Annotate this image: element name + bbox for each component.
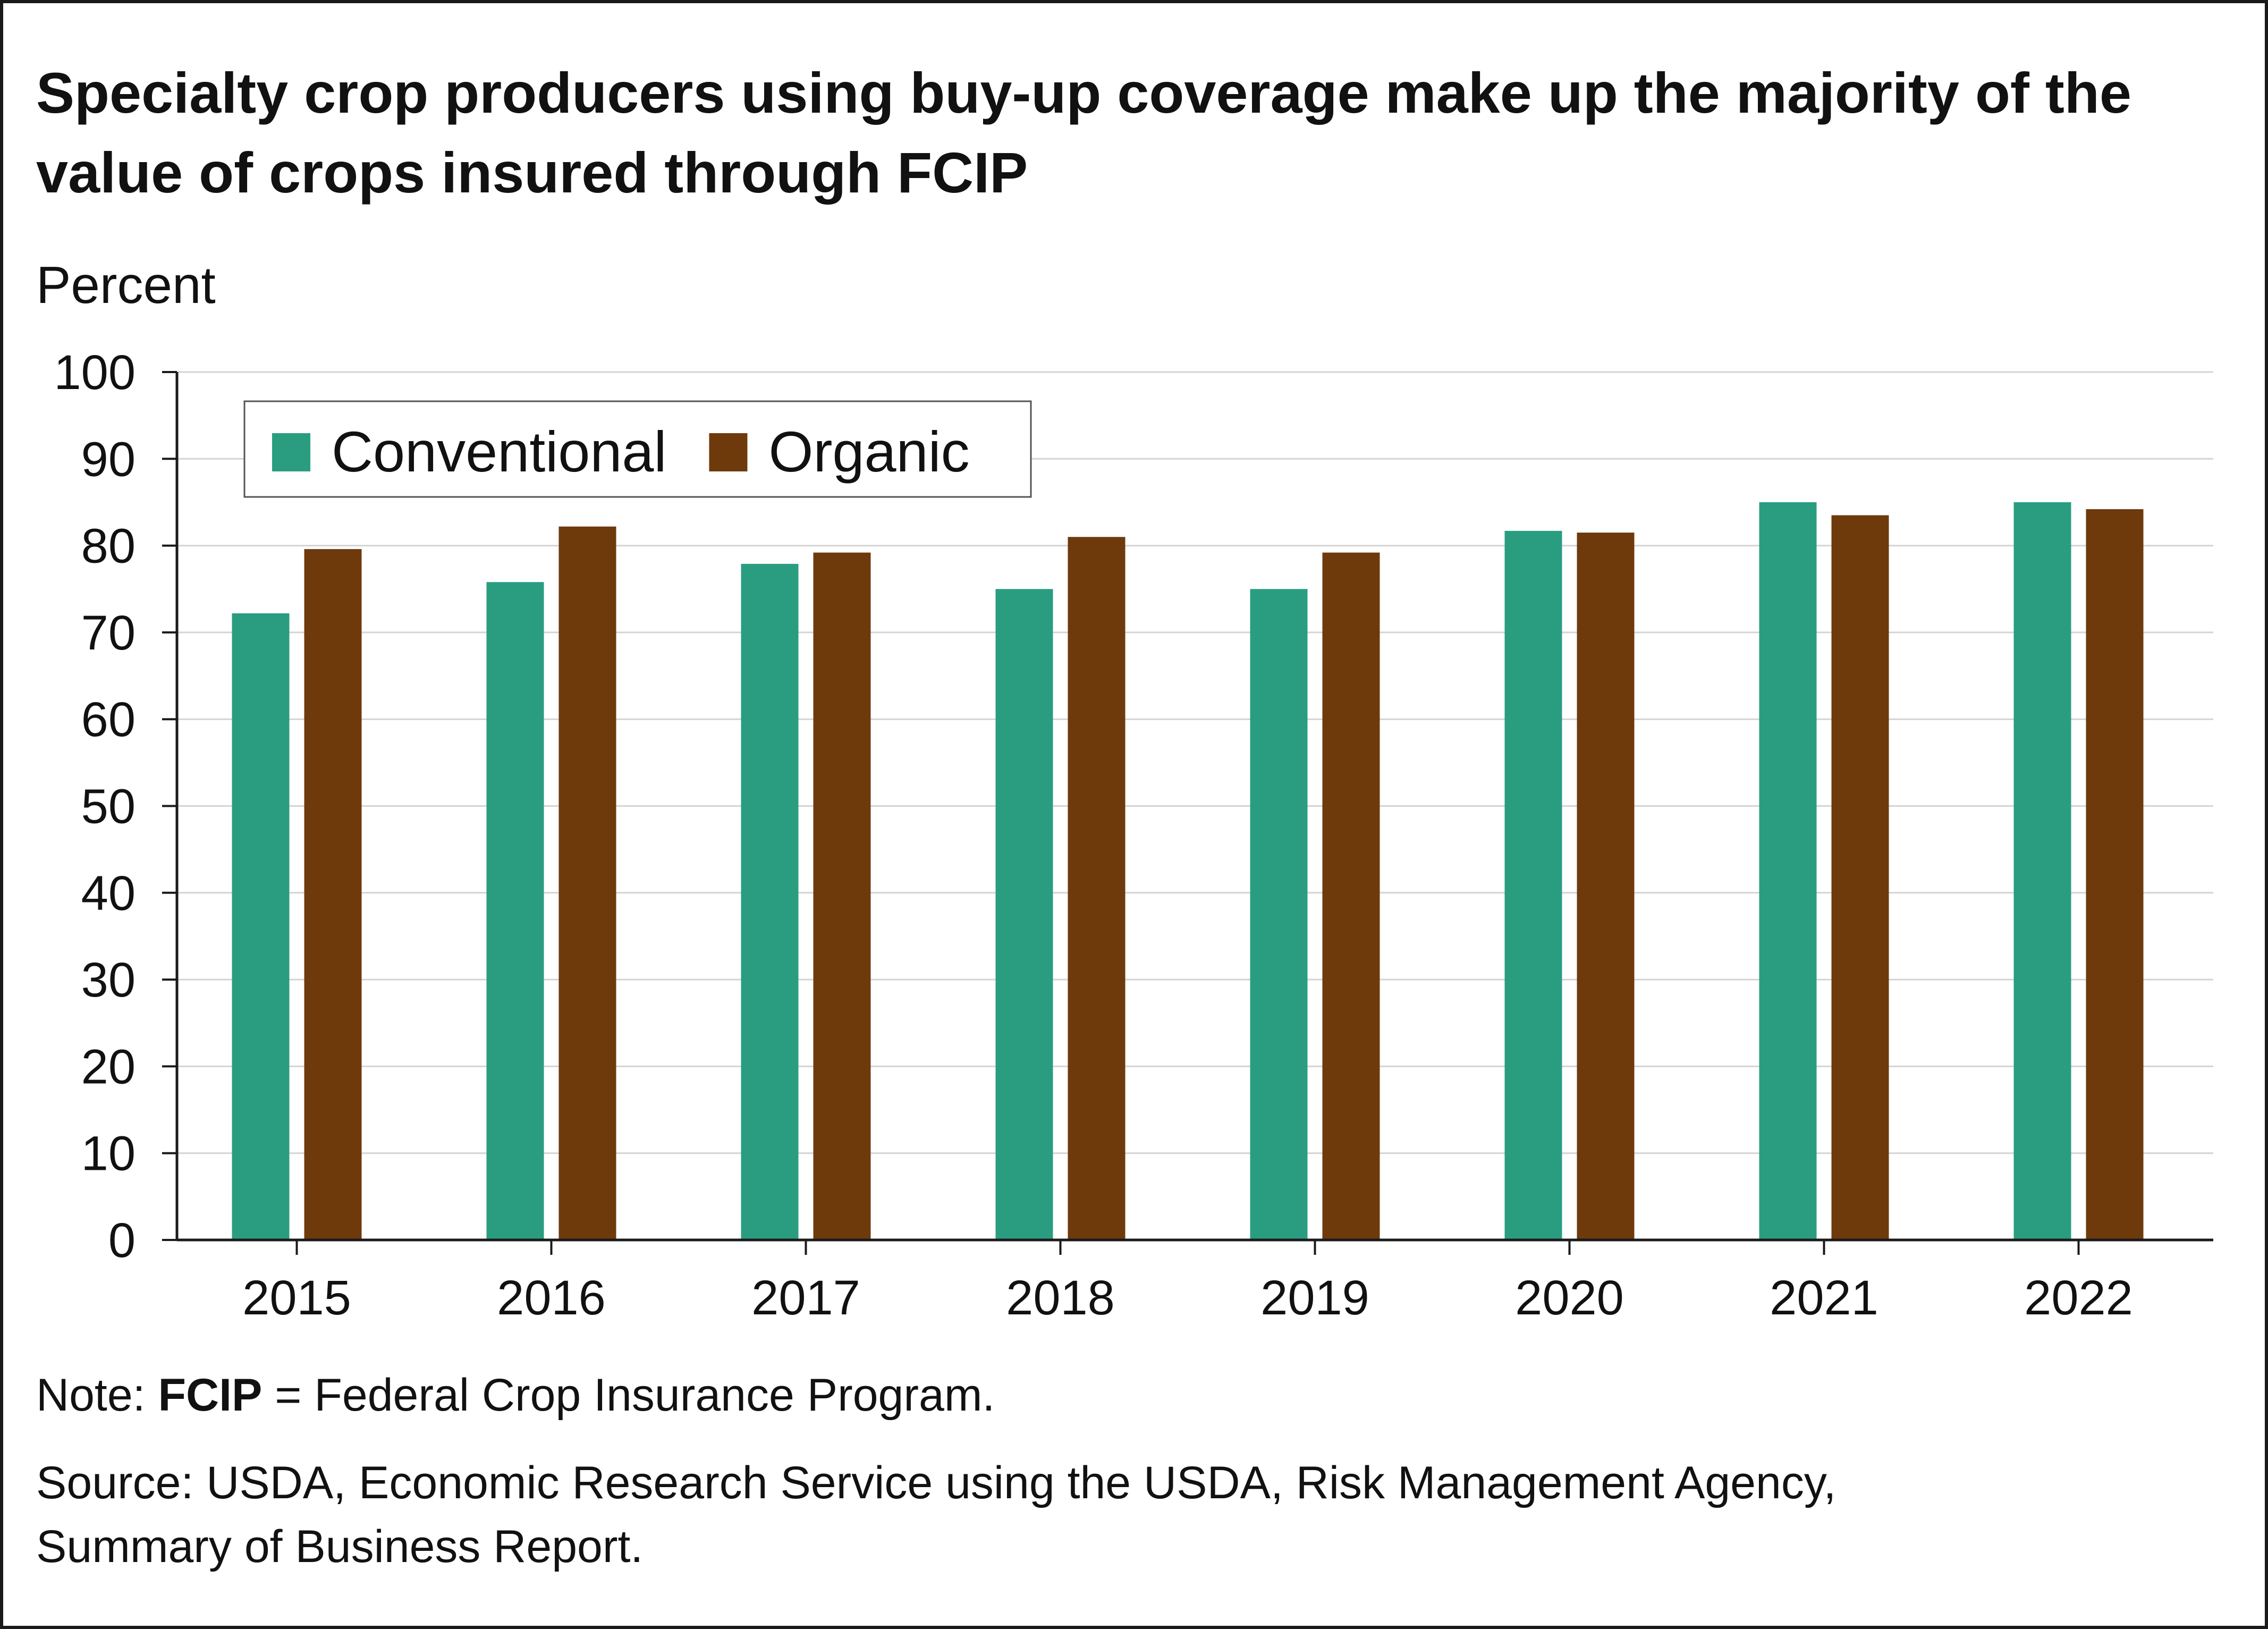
bar-organic-2015 xyxy=(304,549,362,1240)
legend-swatch-organic xyxy=(709,433,748,471)
note: Note: FCIP = Federal Crop Insurance Prog… xyxy=(36,1363,2241,1427)
x-tick-label-2016: 2016 xyxy=(497,1271,606,1325)
source: Source: USDA, Economic Research Service … xyxy=(36,1451,2162,1579)
legend-label-organic: Organic xyxy=(768,419,969,484)
legend-box xyxy=(243,400,1032,498)
note-prefix: Note: xyxy=(36,1370,158,1421)
chart-title: Specialty crop producers using buy-up co… xyxy=(36,61,2131,205)
y-axis-ticks: 0 10 20 30 40 50 60 70 80 90 100 xyxy=(54,345,136,1268)
y-tick-label-10: 10 xyxy=(81,1127,136,1181)
x-tick-label-2020: 2020 xyxy=(1515,1271,1624,1325)
bar-conventional-2020 xyxy=(1504,530,1562,1240)
bar-organic-2022 xyxy=(2086,509,2144,1240)
x-tick-label-2019: 2019 xyxy=(1260,1271,1369,1325)
legend-label-conventional: Conventional xyxy=(332,419,666,484)
y-tick-label-40: 40 xyxy=(81,866,136,921)
bars xyxy=(232,502,2144,1240)
bar-conventional-2017 xyxy=(741,563,799,1240)
legend: Conventional Organic xyxy=(243,400,1032,498)
bar-organic-2016 xyxy=(558,526,616,1240)
bar-organic-2017 xyxy=(813,552,871,1240)
bar-conventional-2016 xyxy=(486,582,544,1240)
legend-swatch-conventional xyxy=(272,433,310,471)
y-tick-label-30: 30 xyxy=(81,953,136,1007)
y-tick-label-50: 50 xyxy=(81,780,136,834)
note-term: FCIP xyxy=(158,1370,263,1421)
bar-organic-2018 xyxy=(1068,537,1125,1240)
bar-conventional-2019 xyxy=(1250,589,1308,1240)
bar-conventional-2018 xyxy=(995,589,1053,1240)
note-rest: = Federal Crop Insurance Program. xyxy=(262,1370,995,1421)
axes xyxy=(162,371,2213,1255)
y-axis-label: Percent xyxy=(36,256,216,314)
y-tick-label-70: 70 xyxy=(81,606,136,660)
y-tick-label-20: 20 xyxy=(81,1040,136,1094)
y-tick-label-60: 60 xyxy=(81,693,136,747)
y-tick-label-90: 90 xyxy=(81,432,136,486)
x-axis-ticks: 2015 2016 2017 2018 2019 2020 2021 2022 xyxy=(242,1271,2133,1325)
x-tick-label-2022: 2022 xyxy=(2024,1271,2133,1325)
y-tick-label-80: 80 xyxy=(81,519,136,573)
source-line-2: Summary of Business Report. xyxy=(36,1521,644,1572)
bar-conventional-2015 xyxy=(232,613,290,1240)
x-tick-label-2018: 2018 xyxy=(1006,1271,1115,1325)
bar-organic-2019 xyxy=(1322,552,1380,1240)
bar-conventional-2021 xyxy=(1759,502,1817,1240)
x-tick-label-2021: 2021 xyxy=(1770,1271,1878,1325)
bar-organic-2020 xyxy=(1577,533,1635,1240)
x-tick-label-2017: 2017 xyxy=(751,1271,860,1325)
source-line-1: Source: USDA, Economic Research Service … xyxy=(36,1457,1837,1508)
y-tick-label-100: 100 xyxy=(54,345,136,400)
y-tick-label-0: 0 xyxy=(108,1213,136,1268)
bar-organic-2021 xyxy=(1831,515,1889,1240)
x-tick-label-2015: 2015 xyxy=(242,1271,351,1325)
bar-conventional-2022 xyxy=(2013,502,2071,1240)
